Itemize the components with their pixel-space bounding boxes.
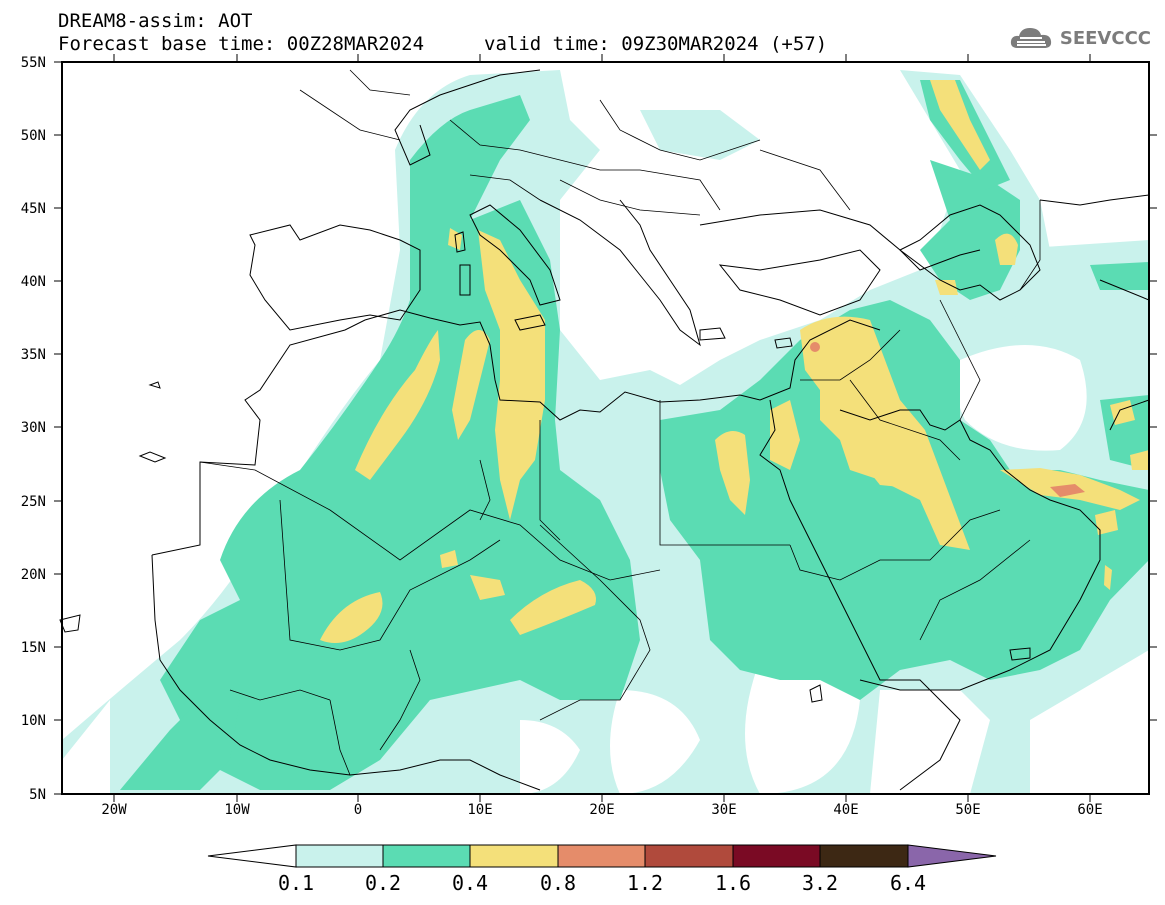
lat-label: 5N <box>29 787 46 803</box>
lon-label: 10E <box>467 802 492 818</box>
lat-label: 35N <box>21 347 46 363</box>
longitude-axis: 20W 10W 0 10E 20E 30E 40E 50E 60E <box>101 54 1103 818</box>
map-frame <box>61 61 1150 795</box>
lat-label: 50N <box>21 128 46 144</box>
lat-label: 10N <box>21 713 46 729</box>
lon-label: 20W <box>101 802 127 818</box>
colorbar-segment <box>469 844 559 868</box>
lat-label: 15N <box>21 640 46 656</box>
forecast-base-time: Forecast base time: 00Z28MAR2024 <box>58 33 425 55</box>
colorbar <box>207 844 997 868</box>
lat-label: 30N <box>21 420 46 436</box>
lon-label: 50E <box>955 802 980 818</box>
colorbar-tick: 3.2 <box>802 871 838 895</box>
colorbar-tick: 0.1 <box>278 871 314 895</box>
lon-label: 60E <box>1077 802 1102 818</box>
colorbar-segment <box>732 844 821 868</box>
lon-label: 40E <box>833 802 858 818</box>
map-title: DREAM8-assim: AOT <box>58 10 253 32</box>
cloud-icon <box>1010 28 1051 48</box>
colorbar-lower-arrow <box>207 844 297 868</box>
lat-label: 40N <box>21 274 46 290</box>
lon-label: 10W <box>224 802 250 818</box>
aot-level-0-8 <box>810 342 1085 497</box>
lat-label: 25N <box>21 494 46 510</box>
valid-time: valid time: 09Z30MAR2024 (+57) <box>484 33 828 55</box>
lon-label: 0 <box>354 802 362 818</box>
aot-level-0-4 <box>320 80 1149 644</box>
colorbar-upper-arrow <box>907 844 997 868</box>
colorbar-segment <box>819 844 909 868</box>
colorbar-segment <box>557 844 646 868</box>
aot-field <box>62 70 1149 794</box>
coastlines <box>151 69 1149 791</box>
colorbar-tick: 1.6 <box>715 871 751 895</box>
colorbar-tick: 0.4 <box>452 871 488 895</box>
colorbar-segment <box>295 844 384 868</box>
colorbar-segment <box>644 844 734 868</box>
seevccc-logo: SEEVCCC <box>1008 24 1151 52</box>
latitude-axis: 55N 50N 45N 40N 35N 30N 25N 20N 15N 10N … <box>21 55 1157 803</box>
lat-label: 45N <box>21 201 46 217</box>
lat-label: 55N <box>21 55 46 71</box>
lat-label: 20N <box>21 567 46 583</box>
lon-label: 30E <box>711 802 736 818</box>
colorbar-tick: 6.4 <box>890 871 926 895</box>
logo-text: SEEVCCC <box>1059 27 1151 49</box>
colorbar-tick: 1.2 <box>627 871 663 895</box>
islands <box>59 231 1031 703</box>
colorbar-tick: 0.8 <box>540 871 576 895</box>
country-borders <box>199 69 1041 776</box>
colorbar-ticks: 0.1 0.2 0.4 0.8 1.2 1.6 3.2 6.4 <box>278 871 926 895</box>
lon-label: 20E <box>589 802 614 818</box>
colorbar-tick: 0.2 <box>365 871 401 895</box>
colorbar-segment <box>382 844 471 868</box>
